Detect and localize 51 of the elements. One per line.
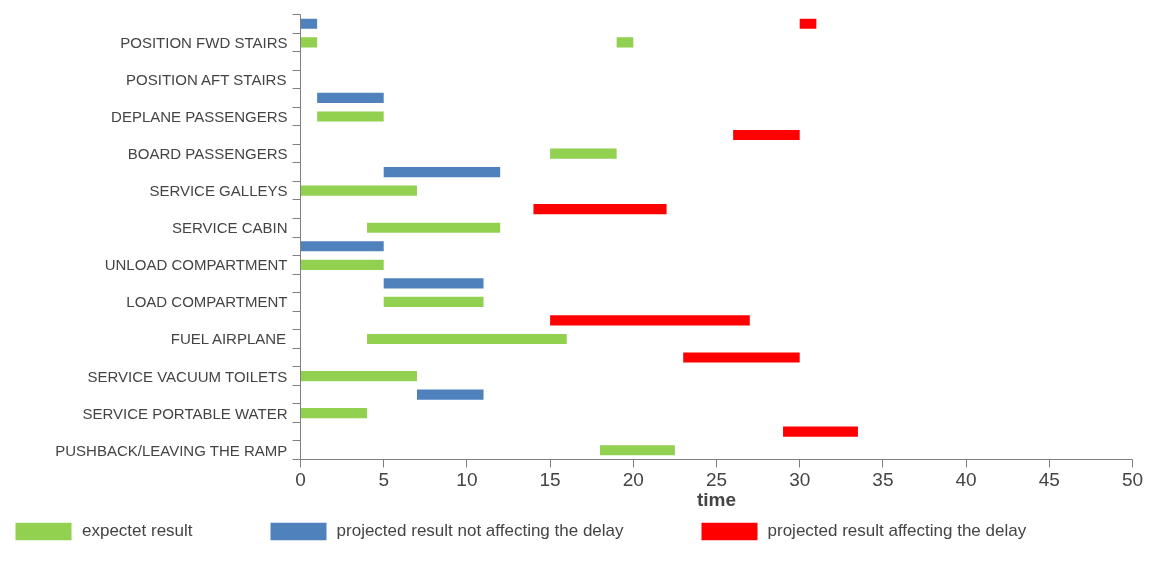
y-tick-label: POSITION AFT STAIRS [126, 70, 287, 88]
bar [300, 18, 318, 29]
x-tick-label: 20 [622, 468, 644, 490]
bar [550, 148, 617, 159]
y-tick-label: SERVICE PORTABLE WATER [82, 404, 288, 422]
y-tick-label: DEPLANE PASSENGERS [111, 107, 288, 125]
y-tick-label: BOARD PASSENGERS [127, 145, 288, 163]
x-tick-label: 10 [456, 468, 478, 490]
bar [367, 222, 501, 233]
y-tick-label: SERVICE CABIN [171, 219, 288, 237]
bar [783, 426, 858, 437]
y-tick-label: UNLOAD COMPARTMENT [104, 256, 288, 274]
bar [799, 18, 817, 29]
bar [600, 445, 675, 456]
legend-label: projected result affecting the delay [767, 521, 1027, 541]
x-axis-title: time [696, 488, 737, 510]
y-tick-label: SERVICE VACUUM TOILETS [87, 367, 288, 385]
y-tick-label: POSITION FWD STAIRS [120, 33, 288, 51]
bar [616, 37, 634, 48]
bar [733, 129, 800, 141]
bar [383, 278, 484, 289]
bar [383, 167, 501, 178]
bar [300, 408, 368, 419]
bar [300, 370, 417, 382]
bar [300, 37, 318, 48]
y-tick-label: SERVICE GALLEYS [149, 182, 288, 200]
x-tick-label: 25 [705, 468, 728, 490]
legend-label: projected result not affecting the delay [336, 521, 624, 541]
bar [383, 296, 484, 307]
x-tick-label: 50 [1121, 468, 1144, 490]
bar [300, 259, 384, 270]
bar [317, 92, 384, 104]
bar [533, 204, 667, 215]
bar [416, 389, 484, 400]
x-tick-label: 35 [872, 468, 894, 490]
x-tick-label: 5 [378, 468, 389, 490]
bar [300, 185, 417, 196]
x-tick-label: 45 [1038, 468, 1060, 490]
bar [300, 241, 384, 252]
legend-label: expectet result [82, 521, 193, 541]
x-tick-label: 0 [295, 468, 306, 490]
bar [317, 111, 384, 122]
y-tick-label: FUEL AIRPLANE [170, 330, 287, 348]
y-tick-label: LOAD COMPARTMENT [126, 293, 288, 311]
bar [683, 352, 800, 363]
x-tick-label: 40 [955, 468, 977, 490]
bar [367, 333, 567, 345]
y-tick-label: PUSHBACK/LEAVING THE RAMP [55, 441, 288, 459]
bar [550, 315, 750, 326]
x-tick-label: 30 [789, 468, 811, 490]
x-tick-label: 15 [539, 468, 561, 490]
